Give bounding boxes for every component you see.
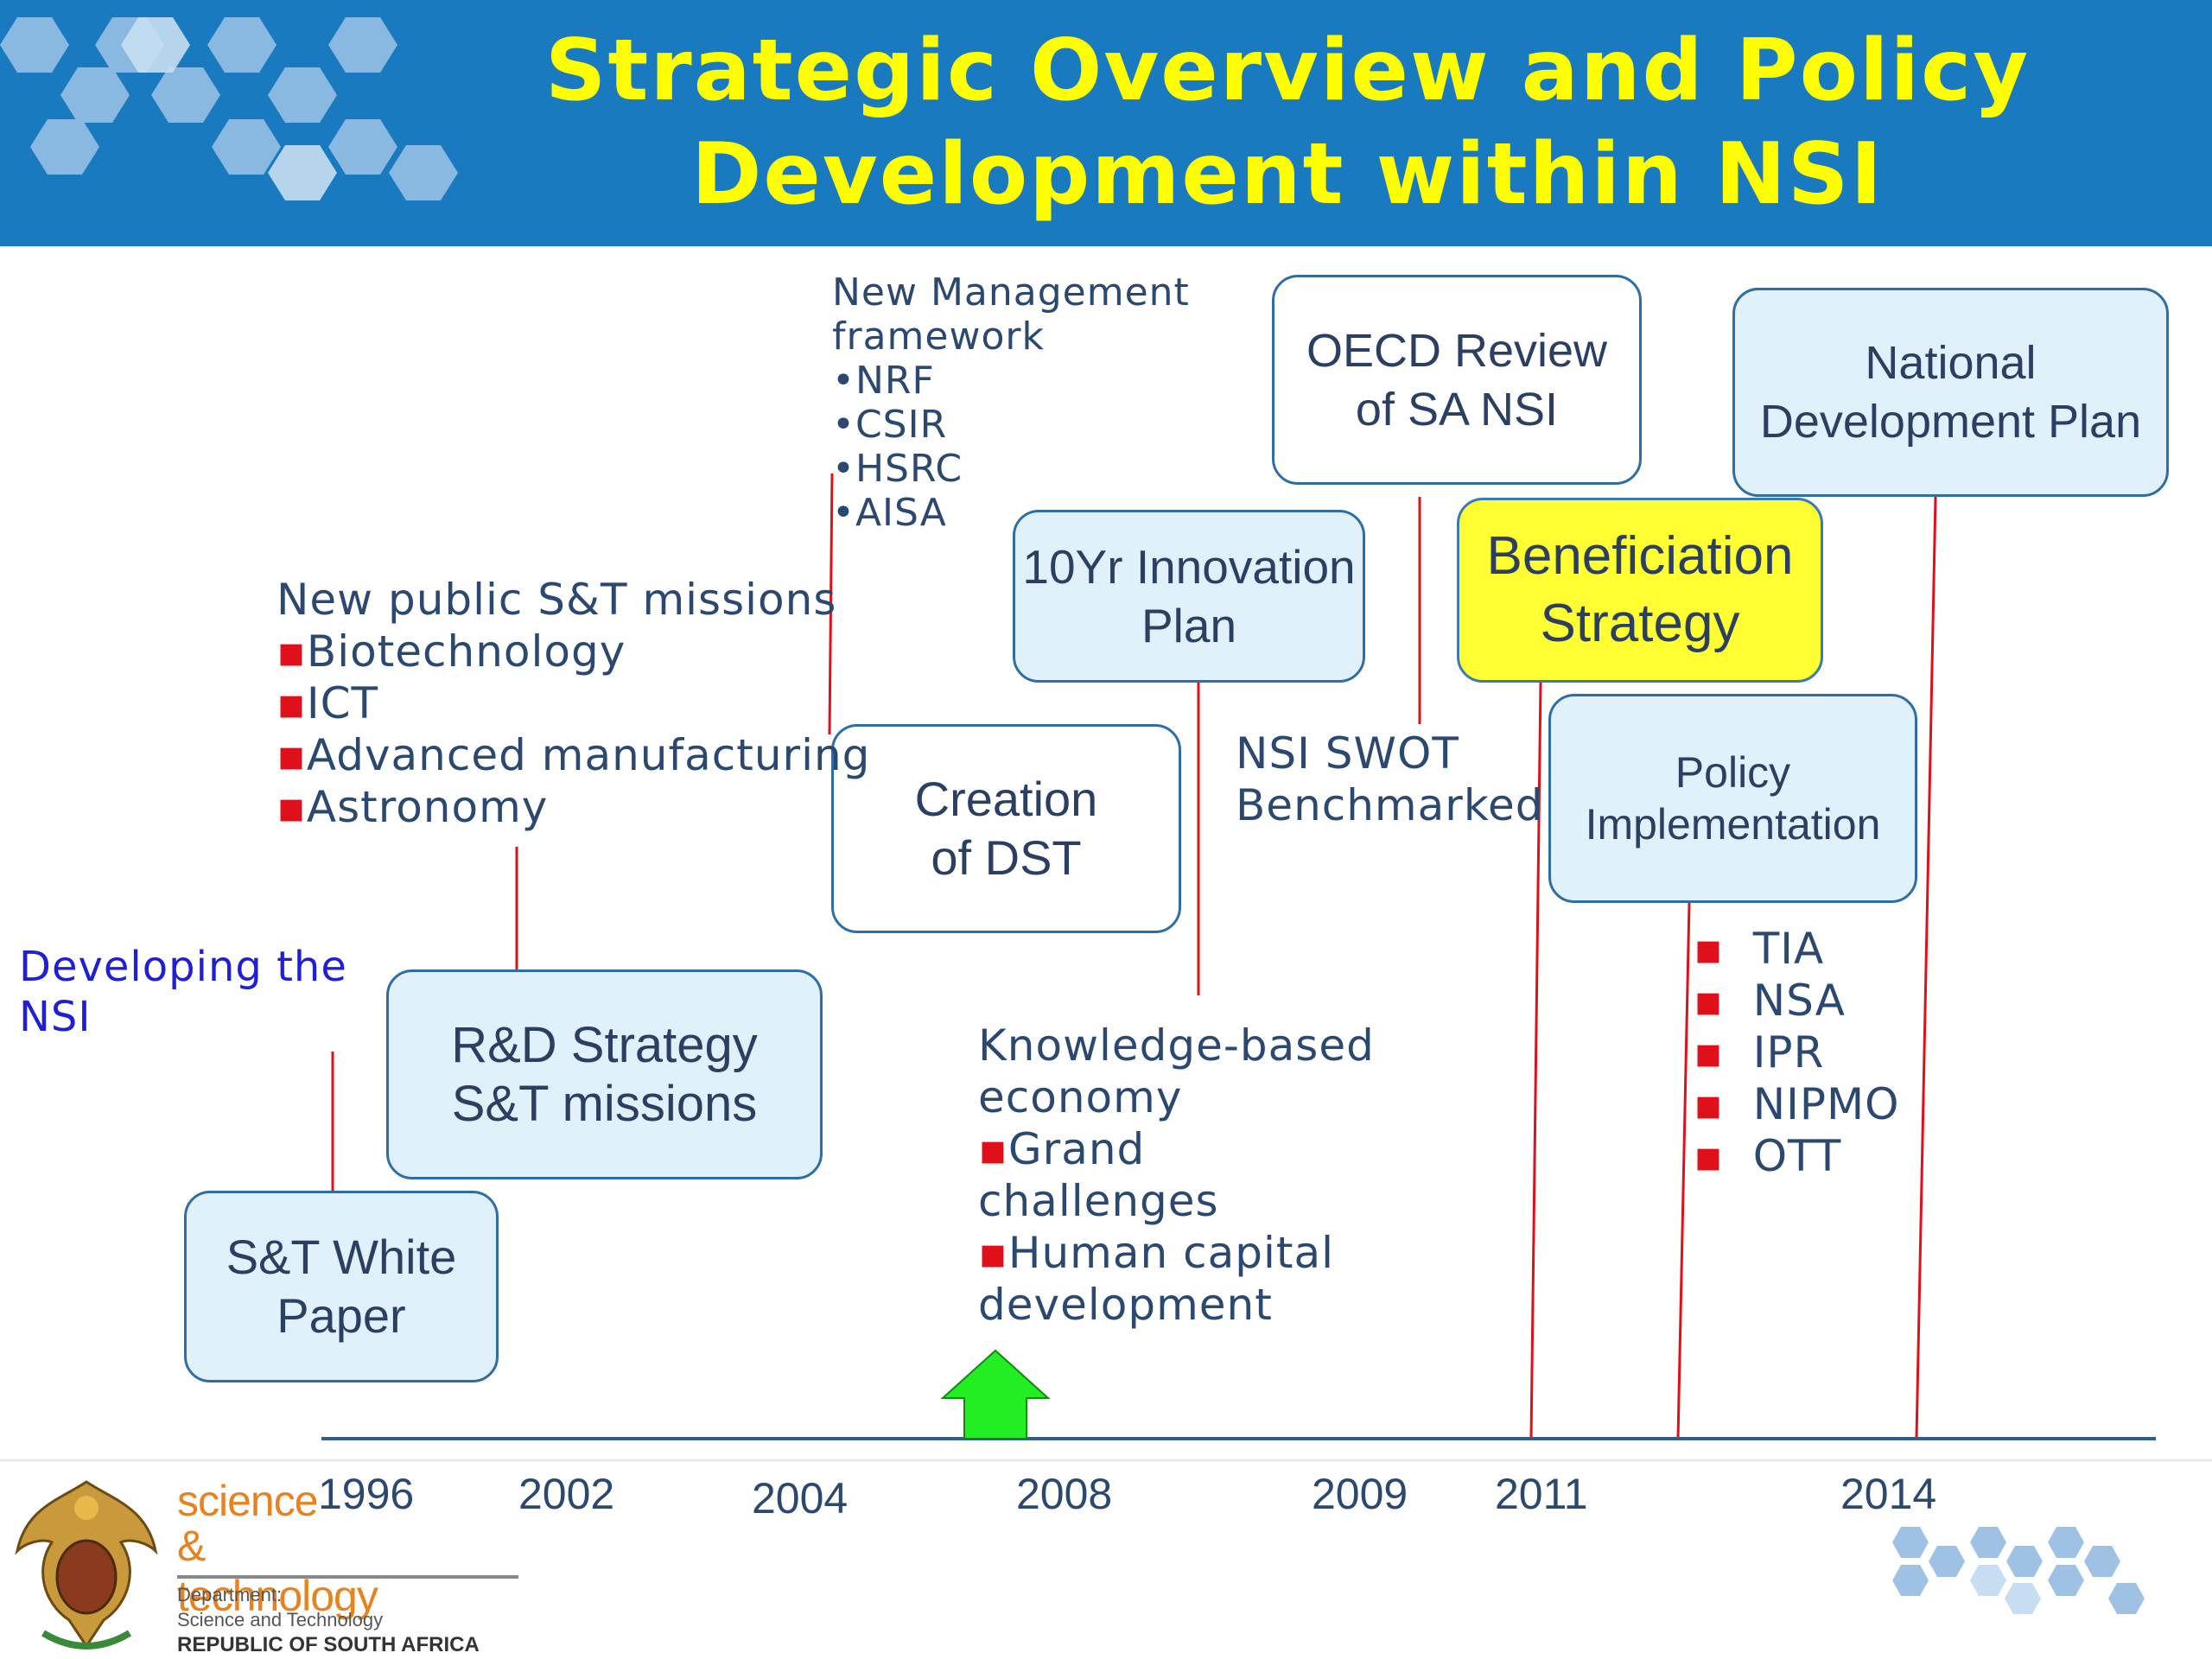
management-annotation: New Management framework •NRF •CSIR •HSR… <box>832 270 1190 535</box>
list-item: •NRF <box>832 359 935 403</box>
box-innovation-plan: 10Yr Innovation Plan <box>1013 510 1365 683</box>
list-item: ▪Biotechnology <box>276 626 626 677</box>
management-heading-2: framework <box>832 315 1045 359</box>
list-item: ▪Astronomy <box>276 782 549 832</box>
year-label-2004: 2004 <box>752 1474 849 1522</box>
list-item: ▪ OTT <box>1694 1131 1842 1181</box>
hexagon-decoration-icon <box>1892 1527 2145 1614</box>
knowledge-item-2-cont: development <box>978 1280 1273 1330</box>
missions-heading: New public S&T missions <box>276 575 837 625</box>
swot-line-2: Benchmarked <box>1236 780 1544 830</box>
list-item: •CSIR <box>832 403 948 447</box>
management-heading-1: New Management <box>832 270 1190 315</box>
year-label-2002: 2002 <box>518 1470 615 1518</box>
header-banner: Strategic Overview and Policy Developmen… <box>0 0 2212 246</box>
logo-department-line-1: Department: <box>177 1584 283 1605</box>
connector-beneficiation <box>1529 682 1542 1440</box>
logo-word-technology: & technology <box>177 1522 378 1620</box>
agencies-list: ▪ TIA ▪ NSA ▪ IPR ▪ NIPMO ▪ OTT <box>1694 923 1899 1182</box>
title-line-1: Strategic Overview and Policy <box>544 22 2031 120</box>
list-item: ▪Grand <box>978 1124 1146 1174</box>
year-label-2009: 2009 <box>1312 1470 1408 1518</box>
missions-list: ▪Biotechnology ▪ICT ▪Advanced manufactur… <box>276 626 870 833</box>
logo-underline <box>177 1575 518 1579</box>
box-rd-strategy: R&D Strategy S&T missions <box>386 969 823 1179</box>
list-item: ▪ICT <box>276 678 379 728</box>
box-st-white-paper: S&T White Paper <box>184 1191 499 1382</box>
coat-of-arms-icon <box>15 1480 158 1649</box>
knowledge-annotation: Knowledge-based economy ▪Grand challenge… <box>978 1020 1375 1331</box>
knowledge-heading-1: Knowledge-based <box>978 1020 1375 1071</box>
management-list: •NRF •CSIR •HSRC •AISA <box>832 359 1190 535</box>
developing-nsi-line-2: NSI <box>19 993 92 1041</box>
agencies-annotation: ▪ TIA ▪ NSA ▪ IPR ▪ NIPMO ▪ OTT <box>1694 923 1899 1182</box>
hexagon-pattern-icon <box>0 17 458 200</box>
year-label-2014: 2014 <box>1840 1470 1937 1518</box>
year-label-1996: 1996 <box>318 1470 415 1518</box>
connector-policy <box>1676 902 1691 1440</box>
list-item: ▪Human capital <box>978 1228 1335 1278</box>
list-item: •HSRC <box>832 447 963 491</box>
list-item: ▪ NIPMO <box>1694 1079 1900 1129</box>
box-creation-dst: Creation of DST <box>831 724 1181 933</box>
knowledge-heading-2: economy <box>978 1072 1183 1122</box>
box-oecd-review: OECD Review of SA NSI <box>1272 275 1642 485</box>
missions-annotation: New public S&T missions ▪Biotechnology ▪… <box>276 574 870 833</box>
logo-department-line-2: Science and Technology <box>177 1609 384 1630</box>
knowledge-item-1-cont: challenges <box>978 1176 1219 1226</box>
title-line-2: Development within NSI <box>691 125 1884 224</box>
box-national-development-plan: National Development Plan <box>1732 288 2169 497</box>
list-item: ▪ TIA <box>1694 924 1825 974</box>
year-label-2011: 2011 <box>1495 1470 1588 1518</box>
logo-word-science: science <box>177 1477 319 1525</box>
swot-line-1: NSI SWOT <box>1236 728 1459 779</box>
year-label-2008: 2008 <box>1016 1470 1113 1518</box>
logo-country: REPUBLIC OF SOUTH AFRICA <box>177 1633 480 1656</box>
connector-management <box>828 473 834 735</box>
box-beneficiation-strategy: Beneficiation Strategy <box>1457 498 1823 683</box>
list-item: ▪ IPR <box>1694 1027 1825 1077</box>
developing-nsi-line-1: Developing the <box>19 943 347 991</box>
developing-nsi-label: Developing the NSI <box>19 942 347 1042</box>
page-title: Strategic Overview and Policy Developmen… <box>536 19 2039 226</box>
swot-annotation: NSI SWOT Benchmarked <box>1236 728 1544 831</box>
list-item: ▪ NSA <box>1694 976 1846 1026</box>
box-policy-implementation: Policy Implementation <box>1548 694 1917 903</box>
list-item: •AISA <box>832 491 947 535</box>
list-item: ▪Advanced manufacturing <box>276 730 871 780</box>
up-arrow-icon <box>940 1349 1051 1440</box>
connector-ndp <box>1915 496 1937 1440</box>
